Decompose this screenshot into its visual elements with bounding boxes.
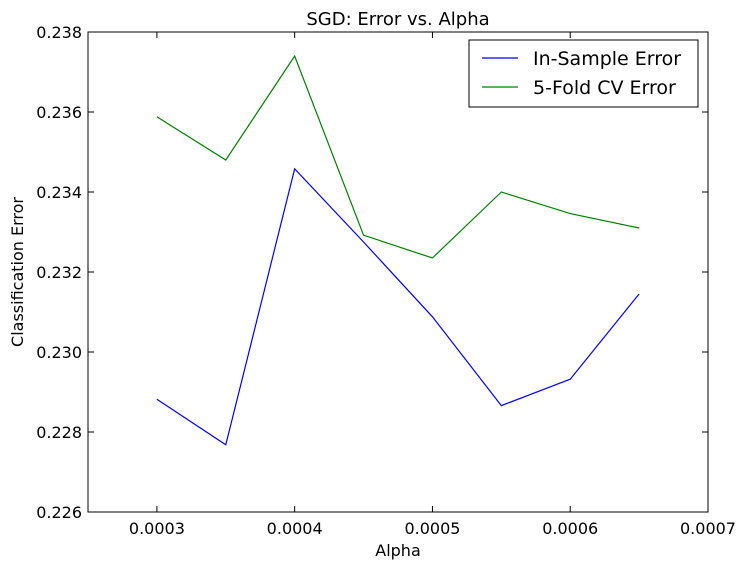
x-tick-label: 0.0006 bbox=[542, 519, 598, 538]
y-tick-label: 0.238 bbox=[36, 23, 82, 42]
x-tick-label: 0.0003 bbox=[129, 519, 185, 538]
x-axis-ticks: 0.0003 0.0004 0.0005 0.0006 0.0007 bbox=[129, 32, 736, 538]
legend-label-in-sample: In-Sample Error bbox=[533, 48, 681, 70]
series-lines bbox=[156, 54, 640, 446]
x-tick-label: 0.0007 bbox=[680, 519, 736, 538]
y-axis-ticks: 0.226 0.228 0.230 0.232 0.234 0.236 0.238 bbox=[36, 23, 708, 522]
in-sample-error-line bbox=[156, 167, 640, 446]
y-axis-label: Classification Error bbox=[8, 197, 27, 347]
legend-box bbox=[468, 39, 699, 108]
y-tick-label: 0.236 bbox=[36, 103, 82, 122]
y-tick-label: 0.226 bbox=[36, 503, 82, 522]
chart-title: SGD: Error vs. Alpha bbox=[306, 9, 489, 30]
x-tick-label: 0.0005 bbox=[404, 519, 460, 538]
x-axis-label: Alpha bbox=[375, 541, 421, 560]
y-tick-label: 0.232 bbox=[36, 263, 82, 282]
y-tick-label: 0.234 bbox=[36, 183, 82, 202]
plot-area bbox=[87, 31, 709, 513]
legend-label-cv: 5-Fold CV Error bbox=[533, 77, 676, 99]
y-tick-label: 0.230 bbox=[36, 343, 82, 362]
cv-error-line bbox=[156, 54, 640, 259]
legend: In-Sample Error 5-Fold CV Error bbox=[468, 39, 699, 108]
y-tick-label: 0.228 bbox=[36, 423, 82, 442]
x-tick-label: 0.0004 bbox=[267, 519, 323, 538]
